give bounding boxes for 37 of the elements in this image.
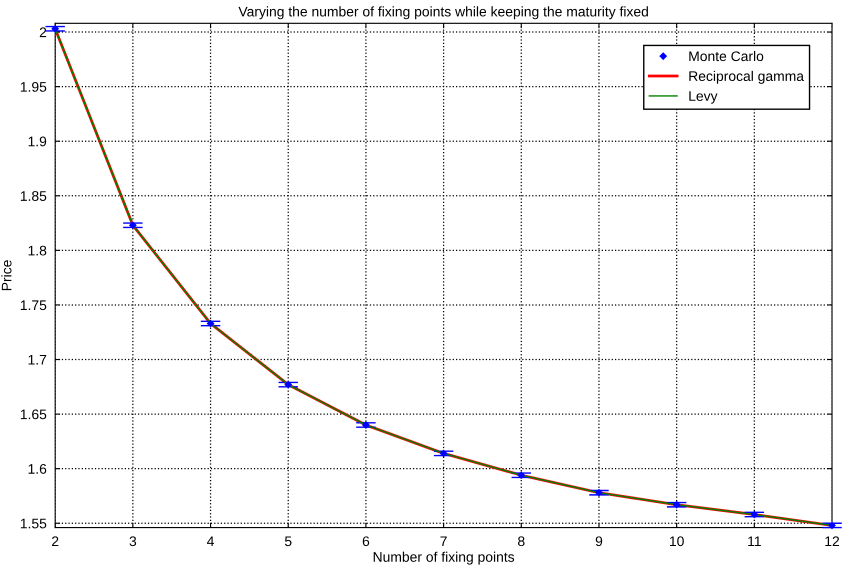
y-tick-label: 1.95: [20, 82, 46, 92]
y-tick-label: 1.85: [20, 191, 46, 201]
point: [828, 522, 836, 530]
y-tick-label: 1.7: [28, 354, 46, 365]
point: [518, 472, 525, 479]
y-tick-label: 1.55: [20, 518, 46, 528]
point: [750, 510, 758, 518]
point: [595, 489, 603, 496]
x-tick-label: 9: [596, 536, 602, 546]
legend-label: Reciprocal gamma: [689, 70, 804, 84]
point: [129, 222, 137, 229]
point: [284, 380, 292, 388]
y-tick-label: 1.6: [28, 464, 46, 474]
x-tick-label: 10: [670, 536, 684, 546]
y-tick-label: 1.9: [28, 136, 46, 146]
point: [206, 320, 214, 328]
x-tick-label: 8: [518, 536, 525, 546]
point: [673, 501, 680, 508]
x-tick-label: 5: [284, 536, 292, 546]
x-tick-label: 3: [130, 536, 136, 546]
x-tick-label: 4: [207, 536, 214, 546]
legend-label: Monte Carlo: [689, 50, 764, 62]
y-tick-label: 1.65: [20, 409, 46, 420]
x-tick-label: 7: [440, 536, 447, 546]
x-tick-label: 11: [748, 536, 761, 546]
y-tick-label: 2: [40, 27, 46, 38]
x-tick-label: 2: [52, 536, 58, 546]
x-tick-label: 6: [362, 536, 370, 546]
y-tick-label: 1.75: [20, 300, 46, 310]
y-axis-title: Price: [1, 260, 12, 290]
x-axis-title: Number of fixing points: [374, 552, 514, 565]
y-tick-label: 1.8: [28, 246, 46, 256]
legend-label: Levy: [689, 91, 718, 104]
point: [440, 450, 448, 458]
point: [362, 421, 370, 429]
x-tick-label: 12: [825, 536, 840, 546]
chart-title: Varying the number of fixing points while keeping the maturity fixed: [238, 6, 648, 20]
